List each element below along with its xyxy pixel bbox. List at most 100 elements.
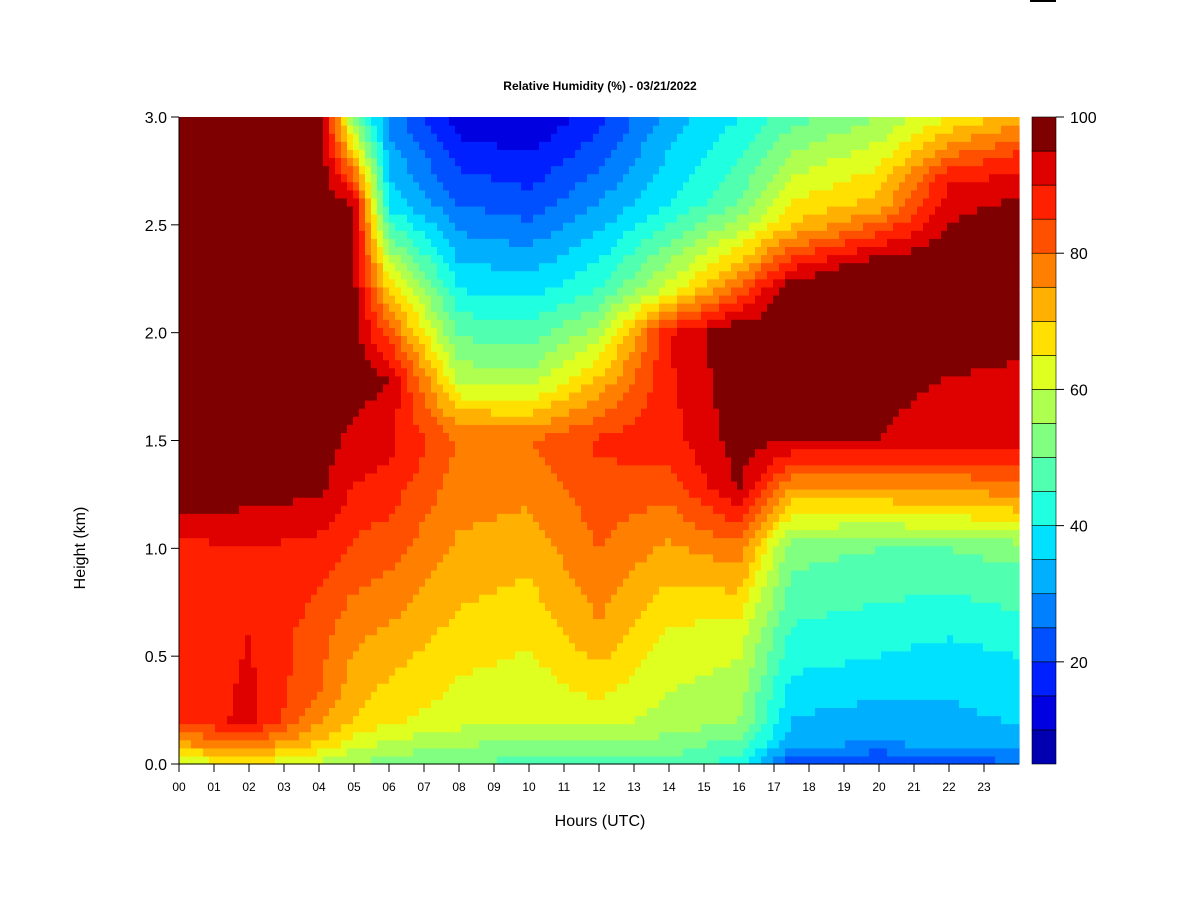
heatmap-cell [407,375,414,385]
heatmap-cell [239,359,246,369]
heatmap-cell [455,238,462,247]
heatmap-cell [209,602,216,611]
heatmap-cell [347,383,354,393]
heatmap-cell [257,270,264,280]
heatmap-cell [239,133,246,142]
heatmap-cell [257,699,264,708]
heatmap-cell [515,537,522,547]
heatmap-cell [239,577,246,587]
heatmap-cell [521,286,528,296]
heatmap-cell [431,383,438,393]
heatmap-cell [533,416,540,425]
heatmap-cell [341,489,348,498]
heatmap-cell [323,586,330,595]
heatmap-cell [503,747,510,757]
heatmap-cell [365,650,372,660]
heatmap-cell [467,335,474,345]
heatmap-cell [347,691,354,700]
heatmap-cell [455,262,462,272]
heatmap-cell [263,569,270,579]
heatmap-cell [275,626,282,636]
heatmap-cell [179,286,186,296]
heatmap-cell [227,246,234,256]
heatmap-cell [539,375,546,385]
heatmap-cell [491,254,498,264]
heatmap-cell [497,650,504,660]
heatmap-cell [551,586,558,595]
heatmap-cell [473,537,480,547]
heatmap-cell [449,359,456,369]
heatmap-cell [503,238,510,247]
heatmap-cell [485,569,492,579]
heatmap-cell [545,230,552,239]
heatmap-cell [509,569,516,579]
heatmap-cell [473,634,480,644]
heatmap-cell [413,294,420,304]
heatmap-cell [509,197,516,207]
heatmap-cell [197,189,204,199]
heatmap-cell [215,230,222,239]
heatmap-cell [527,602,534,611]
heatmap-cell [521,666,528,676]
heatmap-cell [299,472,306,482]
heatmap-cell [251,642,258,652]
heatmap-cell [437,189,444,199]
heatmap-cell [545,610,552,620]
heatmap-cell [359,440,366,450]
heatmap-cell [491,537,498,547]
heatmap-cell [203,327,210,336]
heatmap-cell [455,391,462,401]
heatmap-cell [317,165,324,175]
heatmap-cell [431,351,438,361]
heatmap-cell [539,739,546,749]
heatmap-cell [341,545,348,555]
heatmap-cell [377,505,384,514]
heatmap-cell [287,489,294,498]
heatmap-cell [515,270,522,280]
heatmap-cell [467,270,474,280]
heatmap-cell [515,189,522,199]
heatmap-cell [521,391,528,401]
heatmap-cell [491,197,498,207]
heatmap-cell [545,650,552,660]
heatmap-cell [353,691,360,700]
heatmap-cell [365,262,372,272]
heatmap-cell [287,270,294,280]
heatmap-cell [449,432,456,442]
heatmap-cell [443,254,450,264]
heatmap-cell [311,367,318,377]
heatmap-cell [209,157,216,167]
heatmap-cell [383,189,390,199]
heatmap-cell [323,432,330,442]
heatmap-cell [449,254,456,264]
corner-mark [1030,0,1056,2]
heatmap-cell [521,521,528,531]
heatmap-cell [425,699,432,708]
heatmap-cell [545,456,552,466]
heatmap-cell [179,303,186,312]
heatmap-cell [449,699,456,708]
heatmap-cell [341,683,348,692]
heatmap-cell [515,577,522,587]
heatmap-cell [527,141,534,150]
heatmap-cell [419,424,426,434]
heatmap-cell [461,456,468,466]
heatmap-cell [485,311,492,320]
heatmap-cell [431,472,438,482]
heatmap-cell [503,319,510,328]
heatmap-cell [377,230,384,239]
heatmap-cell [515,699,522,708]
heatmap-cell [503,432,510,442]
heatmap-cell [257,440,264,450]
heatmap-cell [395,157,402,167]
heatmap-cell [251,472,258,482]
heatmap-cell [227,335,234,345]
heatmap-cell [233,189,240,199]
heatmap-cell [461,416,468,425]
heatmap-cell [371,489,378,498]
heatmap-cell [215,658,222,668]
heatmap-cell [419,513,426,522]
heatmap-cell [341,666,348,676]
heatmap-cell [347,489,354,498]
heatmap-cell [329,707,336,717]
